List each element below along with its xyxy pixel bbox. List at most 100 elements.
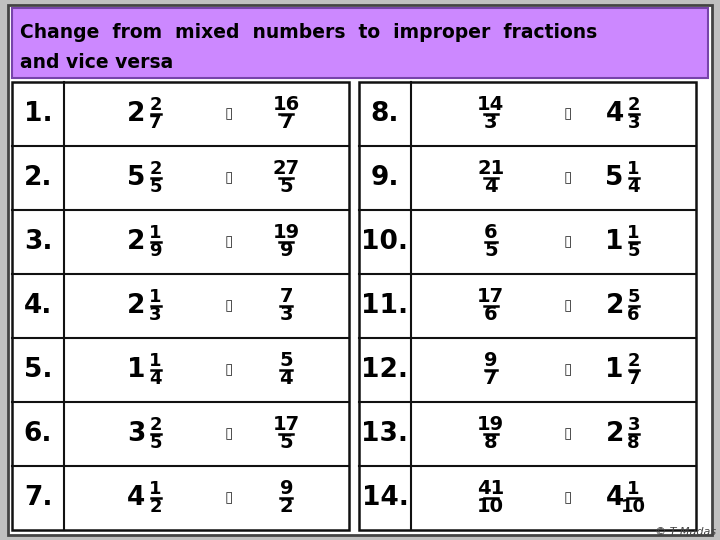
Text: 9: 9 [279,241,293,260]
Text: ▯: ▯ [225,171,233,186]
Text: 5: 5 [149,178,162,196]
Text: 2: 2 [127,101,145,127]
Text: 8.: 8. [371,101,400,127]
Text: 14.: 14. [361,485,408,511]
Text: 5: 5 [279,434,293,453]
Text: 4: 4 [149,370,162,388]
Text: 1: 1 [149,288,162,306]
Text: 9: 9 [484,352,498,370]
Text: 5.: 5. [24,357,53,383]
Text: 4.: 4. [24,293,52,319]
Text: 1.: 1. [24,101,53,127]
Text: 12.: 12. [361,357,408,383]
Text: 3: 3 [627,114,640,132]
Text: 17: 17 [477,287,505,307]
Text: 11.: 11. [361,293,408,319]
Text: Change  from  mixed  numbers  to  improper  fractions: Change from mixed numbers to improper fr… [20,23,598,42]
Text: 4: 4 [606,101,624,127]
Text: 1: 1 [606,229,624,255]
Text: ▯: ▯ [225,106,233,122]
Text: 14: 14 [477,96,505,114]
Text: ▯: ▯ [564,427,572,442]
Text: 2: 2 [627,96,640,114]
Text: 13.: 13. [361,421,408,447]
Text: 3: 3 [279,306,293,325]
Text: 17: 17 [273,415,300,435]
Text: 1: 1 [627,224,640,242]
Text: ▯: ▯ [564,490,572,505]
Text: 5: 5 [627,288,640,306]
Text: ▯: ▯ [564,171,572,186]
Text: 4: 4 [484,178,498,197]
Text: 9.: 9. [371,165,400,191]
Text: and vice versa: and vice versa [20,52,174,71]
Text: ▯: ▯ [225,362,233,377]
Text: 41: 41 [477,480,505,498]
Text: ▯: ▯ [564,234,572,249]
Text: 10: 10 [621,498,646,516]
Text: 3: 3 [149,306,162,324]
Text: 2: 2 [127,229,145,255]
Text: 2: 2 [279,497,293,516]
Text: 1: 1 [606,357,624,383]
Text: 2: 2 [606,421,624,447]
Text: ▯: ▯ [225,490,233,505]
Text: 7: 7 [627,370,640,388]
Text: 2: 2 [149,160,162,178]
Text: 7: 7 [149,114,162,132]
Text: 2: 2 [149,498,162,516]
Text: 3: 3 [127,421,145,447]
Text: 2.: 2. [24,165,53,191]
Text: 1: 1 [149,224,162,242]
FancyBboxPatch shape [8,5,712,535]
Text: 19: 19 [273,224,300,242]
Text: 2: 2 [149,416,162,434]
Text: 5: 5 [127,165,145,191]
Text: 16: 16 [273,96,300,114]
Text: ▯: ▯ [564,106,572,122]
Text: 9: 9 [149,242,162,260]
Text: 5: 5 [484,241,498,260]
Text: 6: 6 [627,306,640,324]
Text: 10.: 10. [361,229,408,255]
Text: 2: 2 [627,352,640,370]
Text: ▯: ▯ [225,299,233,314]
Text: ▯: ▯ [564,299,572,314]
Text: 1: 1 [149,352,162,370]
Text: 1: 1 [127,357,145,383]
Text: 7.: 7. [24,485,53,511]
Text: 2: 2 [127,293,145,319]
FancyBboxPatch shape [359,82,696,530]
Text: 8: 8 [627,434,640,452]
Text: 9: 9 [279,480,293,498]
Text: 6.: 6. [24,421,53,447]
Text: 2: 2 [606,293,624,319]
Text: 4: 4 [127,485,145,511]
Text: 6: 6 [484,306,498,325]
Text: 5: 5 [279,178,293,197]
Text: 10: 10 [477,497,504,516]
Text: 19: 19 [477,415,505,435]
Text: 3.: 3. [24,229,53,255]
Text: 4: 4 [627,178,640,196]
FancyBboxPatch shape [12,8,708,78]
Text: 1: 1 [149,480,162,498]
Text: 3: 3 [627,416,640,434]
Text: ▯: ▯ [225,427,233,442]
Text: 4: 4 [279,369,293,388]
FancyBboxPatch shape [12,82,349,530]
Text: 21: 21 [477,159,505,179]
Text: 2: 2 [149,96,162,114]
Text: 1: 1 [627,480,640,498]
Text: © T Madas: © T Madas [655,527,716,537]
Text: 8: 8 [484,434,498,453]
Text: 4: 4 [606,485,624,511]
Text: 27: 27 [273,159,300,179]
Text: 7: 7 [484,369,498,388]
Text: ▯: ▯ [564,362,572,377]
Text: 5: 5 [149,434,162,452]
Text: 5: 5 [279,352,293,370]
Text: 5: 5 [627,242,640,260]
Text: 5: 5 [606,165,624,191]
Text: 7: 7 [279,113,293,132]
